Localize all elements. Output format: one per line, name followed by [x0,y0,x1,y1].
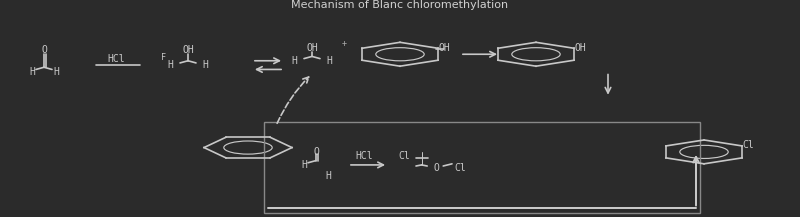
Text: H: H [29,67,35,77]
Text: Cl: Cl [398,151,410,161]
Text: O: O [433,163,439,173]
Text: H: H [167,60,174,70]
Text: OH: OH [182,45,194,55]
Text: Cl: Cl [454,163,466,173]
Text: Mechanism of Blanc chloromethylation: Mechanism of Blanc chloromethylation [291,0,509,10]
Text: OH: OH [306,43,318,53]
Text: H: H [326,56,333,66]
Text: H: H [202,60,209,70]
Text: OH: OH [438,43,450,53]
Text: +: + [342,39,346,48]
Text: H: H [325,171,331,181]
Text: O: O [313,147,319,157]
Text: Cl: Cl [742,140,754,150]
Text: F: F [162,53,166,62]
Text: H: H [291,56,298,66]
Text: O: O [41,45,47,55]
Text: HCl: HCl [355,151,373,161]
Text: H: H [53,67,59,77]
Text: OH: OH [574,43,586,53]
Text: HCl: HCl [107,54,125,64]
Text: H: H [301,160,307,170]
